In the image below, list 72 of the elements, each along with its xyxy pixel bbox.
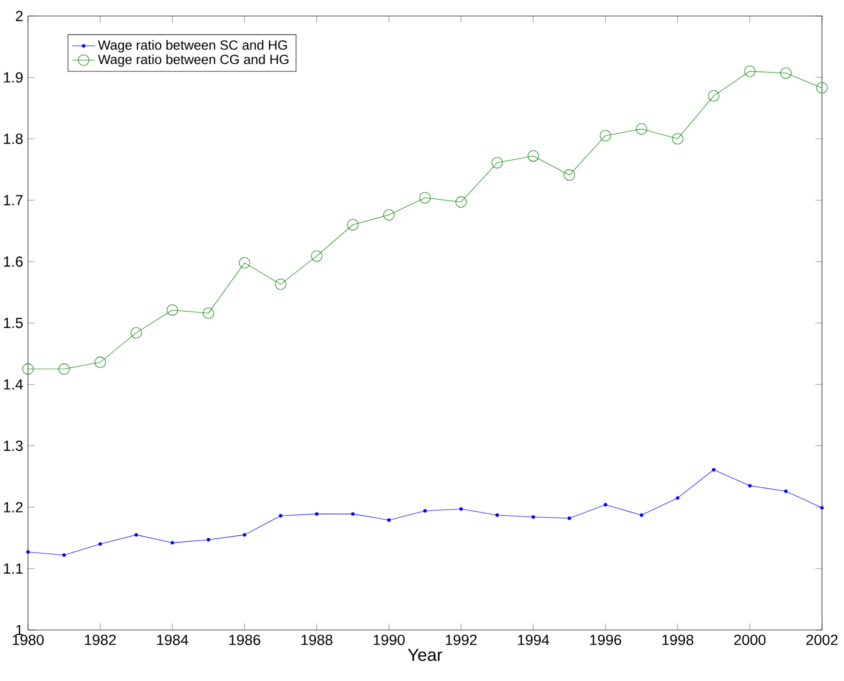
x-tick-label: 2002 — [806, 634, 838, 646]
point — [640, 513, 644, 517]
point — [780, 67, 792, 79]
point — [419, 192, 431, 204]
point — [676, 496, 680, 500]
point — [532, 515, 536, 519]
y-tick-label: 1.4 — [4, 379, 23, 390]
y-tick-label: 2 — [16, 10, 23, 22]
y-tick-label: 1.9 — [4, 72, 23, 83]
x-tick-label: 1998 — [662, 634, 694, 646]
point — [134, 533, 138, 537]
x-tick-label: 1992 — [446, 634, 477, 646]
point — [495, 513, 499, 517]
x-tick-label: 1996 — [590, 634, 622, 646]
point — [604, 502, 608, 506]
point — [130, 327, 142, 338]
point — [708, 90, 720, 102]
point — [202, 308, 214, 319]
y-tick-label: 1 — [16, 624, 23, 636]
point — [314, 512, 318, 516]
point — [351, 512, 355, 516]
y-tick-label: 1.7 — [4, 195, 23, 206]
legend-label: Wage ratio between CG and HG — [98, 54, 288, 67]
x-tick-label: 2000 — [734, 634, 766, 646]
point — [206, 538, 210, 542]
point — [166, 304, 178, 316]
point — [242, 533, 246, 537]
x-tick-label: 1984 — [157, 634, 188, 646]
point — [455, 196, 467, 208]
point — [62, 553, 66, 557]
x-tick-label: 1986 — [229, 634, 260, 646]
x-tick-label: 1988 — [302, 634, 332, 646]
point — [383, 209, 395, 221]
point — [98, 542, 102, 546]
x-tick-label: 1990 — [374, 634, 405, 646]
point — [311, 250, 322, 262]
x-tick-label: 1982 — [84, 634, 116, 646]
y-tick-label: 1.6 — [4, 256, 23, 267]
y-tick-label: 1.8 — [4, 134, 23, 144]
point — [600, 130, 612, 142]
point — [94, 356, 106, 368]
point — [275, 278, 286, 290]
point — [816, 82, 828, 94]
point — [423, 509, 427, 513]
point — [58, 363, 70, 375]
point — [347, 219, 358, 230]
y-tick-label: 1.1 — [4, 564, 23, 574]
x-axis-title: Year — [408, 648, 442, 661]
y-tick-label: 1.5 — [4, 318, 23, 328]
y-tick-label: 1.2 — [4, 502, 23, 512]
point — [564, 169, 575, 181]
point — [238, 257, 250, 268]
point — [636, 123, 648, 135]
point — [22, 363, 34, 375]
point — [744, 66, 756, 77]
point — [459, 507, 463, 511]
point — [748, 484, 752, 488]
point — [784, 489, 788, 493]
point — [278, 514, 282, 518]
point — [387, 518, 391, 522]
point — [568, 516, 572, 520]
point — [672, 133, 684, 144]
point — [492, 157, 503, 168]
legend-label: Wage ratio between SC and HG — [98, 40, 287, 52]
x-tick-label: 1980 — [12, 634, 44, 646]
point — [820, 506, 824, 510]
point — [170, 541, 174, 545]
point — [528, 150, 539, 162]
x-tick-label: 1994 — [518, 634, 550, 646]
point — [712, 468, 716, 472]
y-tick-label: 1.3 — [4, 440, 23, 451]
point — [26, 550, 30, 554]
